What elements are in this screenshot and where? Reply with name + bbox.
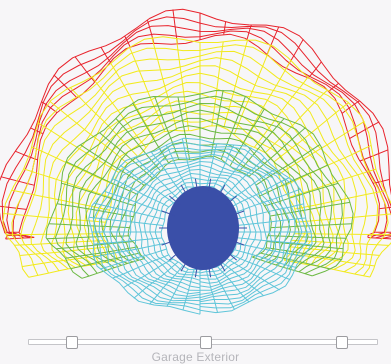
blue-core <box>159 178 247 278</box>
wireframe-viewer[interactable] <box>0 0 391 330</box>
slider-thumb-middle[interactable] <box>200 336 212 349</box>
slider-thumb-right[interactable] <box>336 336 348 349</box>
view-slider[interactable]: Garage Exterior <box>0 330 391 364</box>
slider-label: Garage Exterior <box>151 350 240 364</box>
slider-thumb-left[interactable] <box>66 336 78 349</box>
yellow-layer <box>2 36 391 278</box>
cyan-layer <box>88 137 313 315</box>
polar-wireframe-plot[interactable] <box>0 0 391 330</box>
green-layer <box>45 89 354 279</box>
